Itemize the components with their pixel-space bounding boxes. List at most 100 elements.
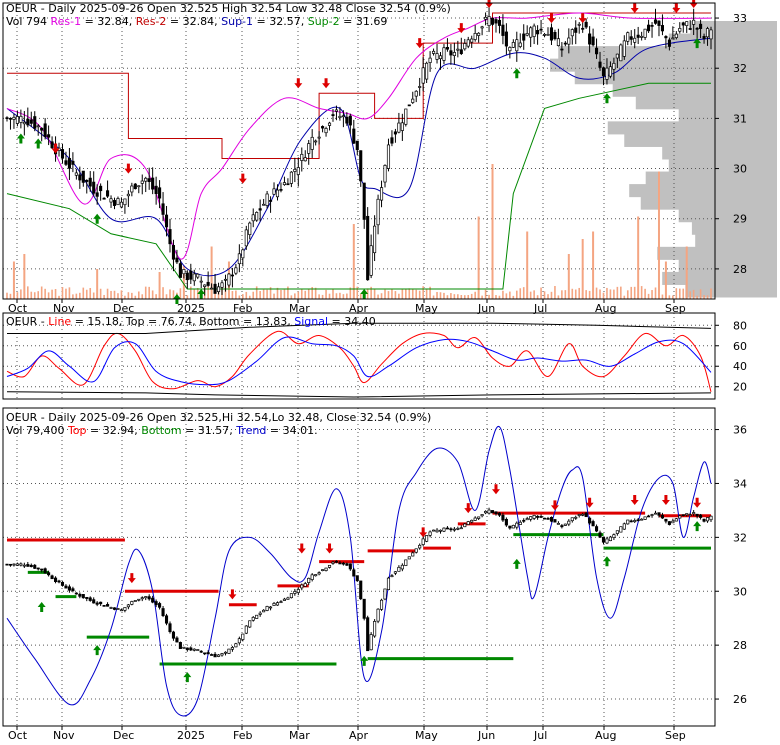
- volume-bar: [574, 289, 577, 299]
- candle-body: [359, 580, 363, 600]
- volume-bar: [429, 286, 431, 299]
- volume-bar: [255, 286, 258, 299]
- volume-profile-bar: [668, 33, 777, 47]
- res1-line: [6, 12, 712, 260]
- candle-body: [536, 30, 540, 35]
- volume-bar: [547, 294, 549, 299]
- candle-body: [126, 604, 130, 608]
- volume-bar: [484, 289, 487, 299]
- candle-body: [438, 55, 443, 60]
- volume-bar: [498, 295, 501, 299]
- volume-bar: [33, 292, 36, 299]
- buy-arrow-icon: [93, 213, 102, 224]
- candle-body: [12, 116, 16, 120]
- candle-body: [595, 47, 599, 55]
- candle-body: [629, 520, 633, 523]
- sell-arrow-icon: [51, 143, 60, 154]
- candle-body: [681, 514, 685, 517]
- candle-body: [258, 612, 262, 615]
- candle-body: [671, 520, 675, 524]
- volume-bar: [113, 290, 116, 299]
- candle-body: [588, 517, 592, 524]
- candle-body: [109, 607, 113, 609]
- volume-bar: [214, 293, 216, 299]
- candle-body: [92, 599, 96, 604]
- x-tick-label: Feb: [233, 302, 252, 315]
- x-tick-label: Apr: [349, 729, 369, 742]
- candle-body: [307, 577, 311, 583]
- volume-bar: [307, 288, 310, 299]
- trend-candles: [5, 507, 713, 658]
- volume-bar: [6, 292, 8, 299]
- candle-body: [411, 552, 415, 557]
- volume-profile-bar: [691, 221, 777, 235]
- x-tick-label: Jul: [533, 729, 547, 742]
- oscillator-line-line: [6, 330, 712, 392]
- candle-body: [536, 515, 540, 518]
- candle-body: [484, 510, 488, 514]
- candle-body: [137, 598, 141, 601]
- candle-body: [487, 16, 491, 27]
- oscillator-header-segment: = 13.83,: [240, 315, 295, 328]
- volume-bar: [297, 291, 300, 299]
- candle-body: [414, 548, 418, 553]
- candle-body: [33, 564, 37, 569]
- candle-body: [560, 525, 564, 528]
- volume-bar-spike: [23, 254, 26, 299]
- candle-body: [216, 286, 221, 292]
- candle-body: [227, 273, 231, 286]
- volume-bar: [509, 291, 511, 299]
- volume-profile-bar: [612, 83, 777, 97]
- volume-bar: [134, 295, 137, 299]
- candle-body: [369, 634, 373, 651]
- volume-bar: [75, 293, 78, 299]
- volume-bar-spike: [685, 246, 688, 299]
- y-tick-label: 36: [733, 424, 747, 437]
- volume-bar: [672, 295, 674, 299]
- candle-body: [206, 281, 210, 286]
- price-x-axis: Oct Nov Dec 2025 Feb Mar Apr May Jun Jul Aug Sep: [8, 299, 686, 315]
- candle-body: [210, 287, 214, 290]
- candle-body: [324, 128, 328, 134]
- candle-body: [244, 229, 248, 247]
- volume-bar: [557, 295, 560, 299]
- volume-bar: [30, 291, 33, 299]
- volume-bar: [418, 290, 421, 299]
- volume-bar: [692, 289, 695, 299]
- volume-bar: [290, 295, 293, 299]
- volume-profile-bar: [624, 133, 777, 147]
- candle-body: [265, 193, 269, 206]
- sell-arrow-icon: [672, 3, 681, 14]
- volume-bar: [415, 289, 418, 299]
- candle-body: [234, 643, 238, 648]
- candle-body: [22, 564, 26, 567]
- candle-body: [334, 560, 339, 563]
- volume-bar: [578, 287, 581, 299]
- volume-profile-bar: [574, 71, 777, 85]
- candle-body: [418, 86, 422, 88]
- candle-body: [161, 608, 165, 617]
- candle-body: [692, 512, 696, 515]
- candle-body: [466, 39, 470, 47]
- candle-body: [636, 519, 640, 522]
- candle-body: [95, 602, 99, 605]
- candle-body: [369, 245, 373, 276]
- candle-body: [19, 115, 23, 123]
- volume-bar: [359, 293, 362, 299]
- candle-body: [185, 647, 189, 651]
- candle-body: [445, 46, 449, 50]
- y-tick-label: 31: [733, 112, 747, 125]
- volume-bar-spike: [637, 216, 640, 299]
- candle-body: [85, 596, 89, 599]
- sell-arrow-icon: [689, 0, 698, 9]
- x-tick-label: Jun: [477, 302, 495, 315]
- candle-body: [189, 270, 193, 280]
- x-tick-label: Nov: [53, 729, 75, 742]
- candle-body: [487, 509, 491, 514]
- volume-bar: [515, 290, 518, 299]
- volume-bar: [609, 289, 612, 299]
- volume-bar: [453, 294, 456, 299]
- volume-bar: [606, 287, 608, 299]
- x-tick-label: Sep: [665, 729, 686, 742]
- trend-header2-segment: = 34.01.: [266, 424, 317, 437]
